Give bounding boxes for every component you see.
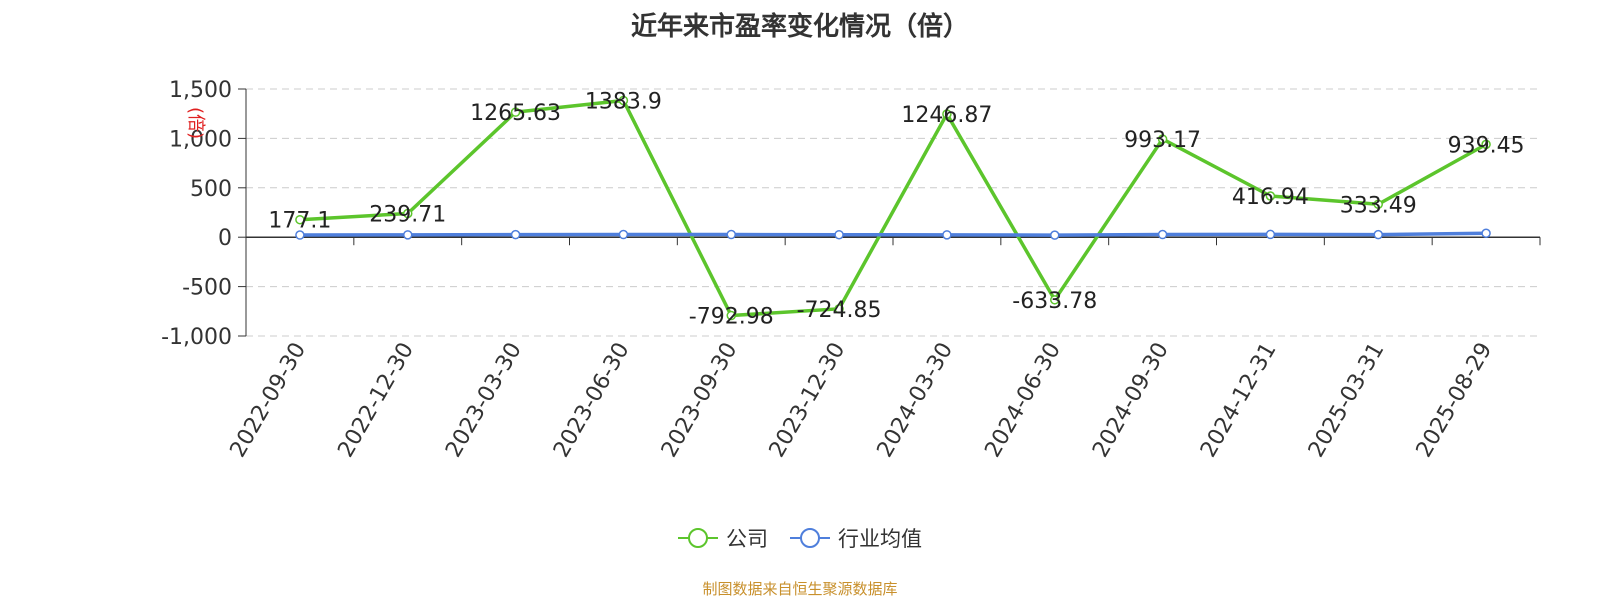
series-industry-point — [510, 229, 521, 240]
series-industry-line — [299, 231, 1487, 237]
data-label: 1383.9 — [585, 89, 662, 114]
y-tick-label: 1,000 — [169, 127, 232, 152]
y-tick-label: 1,500 — [169, 78, 232, 103]
legend-item-company[interactable]: 公司 — [678, 523, 768, 553]
series-industry-point — [942, 230, 952, 240]
series-industry-point — [726, 229, 736, 240]
source-note: 制图数据来自恒生聚源数据库 — [702, 580, 898, 598]
series-industry-point — [834, 229, 844, 240]
series-industry-point — [1481, 228, 1491, 238]
series-company-point — [1157, 134, 1168, 144]
y-tick-label: 0 — [218, 226, 232, 251]
x-tick-label: 2023-09-30 — [657, 339, 743, 462]
y-tick-label: 500 — [190, 177, 232, 202]
legend-line-marker-icon — [678, 528, 718, 548]
series-industry-point — [1373, 229, 1383, 240]
series-layer — [295, 95, 1491, 321]
legend-label-industry: 行业均值 — [838, 527, 922, 551]
series-company-point — [942, 109, 952, 119]
series-company-point — [1050, 295, 1060, 305]
series-company-point — [295, 214, 305, 225]
data-label: 1246.87 — [901, 103, 992, 128]
series-industry-point — [618, 229, 629, 240]
y-tick-label: -1,000 — [161, 325, 232, 350]
x-tick-label: 2024-06-30 — [980, 339, 1066, 462]
y-tick-label: -500 — [182, 276, 232, 301]
legend-label-company: 公司 — [726, 527, 768, 551]
data-label: 416.94 — [1232, 185, 1309, 210]
x-tick-label: 2025-08-29 — [1412, 339, 1498, 462]
data-label: -724.85 — [797, 298, 882, 323]
chart-title: 近年来市盈率变化情况（倍） — [630, 12, 969, 42]
series-industry-point — [1265, 229, 1276, 240]
x-tick-label: 2023-12-30 — [765, 339, 851, 462]
data-label: -633.78 — [1012, 289, 1097, 314]
series-company-point — [1265, 191, 1276, 201]
data-label: 993.17 — [1124, 128, 1201, 153]
data-label: -792.98 — [689, 305, 774, 330]
legend-item-industry[interactable]: 行业均值 — [790, 523, 922, 553]
series-company-point — [1481, 139, 1491, 150]
x-tick-label: 2024-03-30 — [873, 339, 959, 462]
x-tick-label: 2025-03-31 — [1304, 339, 1390, 462]
data-label-layer: 177.1 239.71 1265.63 1383.9 -792.98 -724.85 12… — [268, 89, 1524, 329]
x-tick-label: 2024-09-30 — [1088, 339, 1174, 462]
series-company-point — [403, 208, 413, 219]
x-tick-label: 2023-03-30 — [441, 339, 527, 462]
series-company-point — [618, 95, 629, 106]
series-industry-point — [1157, 229, 1168, 240]
data-label: 939.45 — [1448, 133, 1525, 158]
x-tick-label: 2024-12-31 — [1196, 339, 1282, 462]
x-tick-label: 2022-12-30 — [333, 339, 419, 462]
series-company-point — [1373, 199, 1383, 210]
series-company-line — [299, 98, 1487, 318]
legend: 公司 行业均值 — [0, 523, 1600, 553]
legend-line-marker-icon — [790, 528, 830, 548]
series-industry-point — [403, 230, 413, 240]
series-company-point — [510, 107, 521, 117]
data-label: 1265.63 — [470, 101, 561, 126]
y-axis-label: (倍) — [185, 107, 206, 139]
data-label: 177.1 — [268, 209, 331, 234]
series-company-point — [726, 310, 736, 321]
series-industry-point — [1050, 230, 1060, 240]
data-label: 239.71 — [369, 203, 446, 228]
series-company-point — [834, 304, 844, 314]
series-industry-point — [295, 230, 305, 240]
data-label: 333.49 — [1340, 193, 1417, 218]
x-tick-label: 2023-06-30 — [549, 339, 635, 462]
x-tick-label: 2022-09-30 — [226, 339, 312, 462]
